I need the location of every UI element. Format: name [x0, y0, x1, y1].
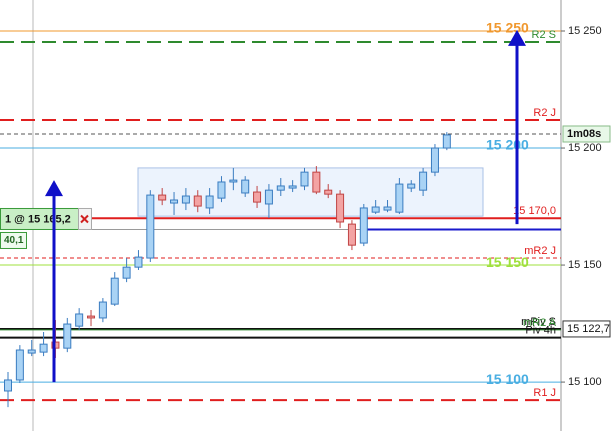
candle-body — [217, 181, 226, 199]
candle-body — [87, 315, 96, 319]
candle-body — [241, 179, 250, 194]
order-close-icon — [80, 214, 89, 224]
candle-body — [442, 134, 451, 149]
y-tick-label: 15 100 — [568, 376, 602, 388]
candle-body — [407, 183, 416, 189]
candle-body — [122, 266, 131, 279]
candle-body — [312, 171, 321, 193]
candle-body — [419, 171, 428, 191]
candle-body — [98, 301, 107, 319]
candle-body — [75, 313, 84, 327]
level-label: R2 S — [532, 29, 556, 41]
level-label: R2 J — [533, 107, 556, 119]
level-label: mPiv S — [521, 316, 556, 328]
candle-body — [158, 194, 167, 201]
candle-body — [359, 207, 368, 244]
candle-body — [276, 185, 285, 191]
candle-body — [110, 277, 119, 305]
candle-body — [336, 193, 345, 223]
candle-body — [383, 206, 392, 211]
level-label: Piv 4h — [525, 325, 556, 337]
candle-body — [15, 349, 24, 381]
level-label: mR2 J — [524, 245, 556, 257]
level-label: 15 100 — [486, 371, 529, 387]
candle-body — [430, 147, 439, 173]
y-tick-label: 15 200 — [568, 142, 602, 154]
level-label: 15 170,0 — [513, 205, 556, 217]
price-tag — [562, 125, 611, 143]
candle-body — [288, 185, 297, 189]
candle-body — [170, 199, 179, 204]
price-tag — [562, 320, 611, 338]
level-label: mR2 A — [523, 317, 557, 329]
candle-body — [146, 194, 155, 259]
arrow-head — [45, 180, 63, 197]
candle-body — [27, 349, 36, 354]
candle-body — [229, 179, 238, 183]
order-pnl-box — [0, 231, 27, 249]
candle-body — [371, 206, 380, 213]
order-pnl: 40,1 — [4, 235, 24, 246]
y-tick-label: 15 150 — [568, 259, 602, 271]
candle-body — [395, 183, 404, 213]
price-tag-label: 15 122,7 — [567, 323, 610, 335]
y-tick-label: 15 250 — [568, 25, 602, 37]
candle-body — [63, 323, 72, 349]
price-tag-label: 1m08s — [567, 128, 601, 140]
level-label: R1 J — [533, 387, 556, 399]
candle-body — [253, 191, 262, 203]
candle-body — [39, 343, 48, 353]
arrow-head — [508, 29, 526, 46]
candle-body — [4, 379, 12, 392]
candle-body — [205, 195, 214, 209]
range-zone — [137, 167, 484, 217]
level-label: 15 150 — [486, 254, 529, 270]
candle-body — [193, 195, 202, 207]
candle-body — [134, 256, 143, 268]
candle-body — [264, 189, 273, 205]
candle-body — [181, 195, 190, 204]
candle-body — [300, 171, 309, 187]
candle-body — [324, 189, 333, 195]
order-label: 1 @ 15 165,2 — [5, 213, 71, 225]
candle-body — [347, 223, 356, 246]
level-label: 15 250 — [486, 20, 529, 36]
level-label: 15 200 — [486, 137, 529, 153]
